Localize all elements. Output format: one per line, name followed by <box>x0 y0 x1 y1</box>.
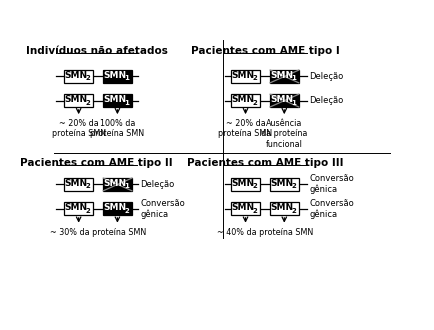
Text: 2: 2 <box>252 76 256 82</box>
Text: SMN: SMN <box>64 179 88 188</box>
Text: 1: 1 <box>124 76 129 82</box>
Text: 1: 1 <box>124 100 129 106</box>
Bar <box>103 94 132 107</box>
Bar <box>64 94 93 107</box>
Text: SMN: SMN <box>231 203 254 212</box>
Bar <box>270 70 298 83</box>
Text: Ausência
da proteína
funcional: Ausência da proteína funcional <box>260 119 307 149</box>
Text: SMN: SMN <box>64 71 88 80</box>
Text: ~ 30% da proteína SMN: ~ 30% da proteína SMN <box>50 228 146 237</box>
Text: 1: 1 <box>290 100 295 106</box>
Text: 2: 2 <box>85 208 90 214</box>
Bar <box>231 94 260 107</box>
Text: 2: 2 <box>85 183 90 189</box>
Bar <box>231 70 260 83</box>
Bar <box>270 178 298 191</box>
Text: SMN: SMN <box>64 95 88 104</box>
Bar <box>103 70 132 83</box>
Text: 2: 2 <box>85 100 90 106</box>
Text: SMN: SMN <box>103 179 126 188</box>
Text: SMN: SMN <box>103 95 126 104</box>
Bar <box>231 178 260 191</box>
Text: 2: 2 <box>85 76 90 82</box>
Text: SMN: SMN <box>64 203 88 212</box>
Text: SMN: SMN <box>231 71 254 80</box>
Text: Pacientes com AME tipo I: Pacientes com AME tipo I <box>190 46 339 56</box>
Text: SMN: SMN <box>231 179 254 188</box>
Text: ~ 20% da
proteína SMN: ~ 20% da proteína SMN <box>52 119 105 138</box>
Bar <box>270 94 298 107</box>
Text: SMN: SMN <box>270 179 293 188</box>
Text: SMN: SMN <box>103 203 126 212</box>
Text: 2: 2 <box>252 100 256 106</box>
Text: Pacientes com AME tipo III: Pacientes com AME tipo III <box>186 158 342 168</box>
Text: 2: 2 <box>124 208 129 214</box>
Text: SMN: SMN <box>231 95 254 104</box>
Bar <box>231 202 260 215</box>
Text: 1: 1 <box>290 76 295 82</box>
Text: ~ 20% da
proteína SMN: ~ 20% da proteína SMN <box>218 119 272 138</box>
Bar <box>270 202 298 215</box>
Bar <box>64 202 93 215</box>
Text: SMN: SMN <box>270 203 293 212</box>
Bar <box>64 178 93 191</box>
Text: Conversão
gênica: Conversão gênica <box>309 175 353 194</box>
Text: 2: 2 <box>290 208 295 214</box>
Bar <box>103 178 132 191</box>
Text: Pacientes com AME tipo II: Pacientes com AME tipo II <box>20 158 172 168</box>
Text: SMN: SMN <box>270 95 293 104</box>
Text: 2: 2 <box>252 208 256 214</box>
Text: 1: 1 <box>124 183 129 189</box>
Text: SMN: SMN <box>103 71 126 80</box>
Text: Deleção: Deleção <box>309 72 343 81</box>
Bar <box>103 202 132 215</box>
Text: Deleção: Deleção <box>309 96 343 105</box>
Bar <box>64 70 93 83</box>
Text: Conversão
gênica: Conversão gênica <box>309 199 353 218</box>
Text: Conversão
gênica: Conversão gênica <box>140 199 184 218</box>
Text: ~ 40% da proteína SMN: ~ 40% da proteína SMN <box>217 228 312 237</box>
Text: 2: 2 <box>290 183 295 189</box>
Text: Indivíduos não afetados: Indivíduos não afetados <box>26 46 167 56</box>
Text: SMN: SMN <box>270 71 293 80</box>
Text: 100% da
proteína SMN: 100% da proteína SMN <box>90 119 144 138</box>
Text: 2: 2 <box>252 183 256 189</box>
Text: Deleção: Deleção <box>140 180 174 189</box>
